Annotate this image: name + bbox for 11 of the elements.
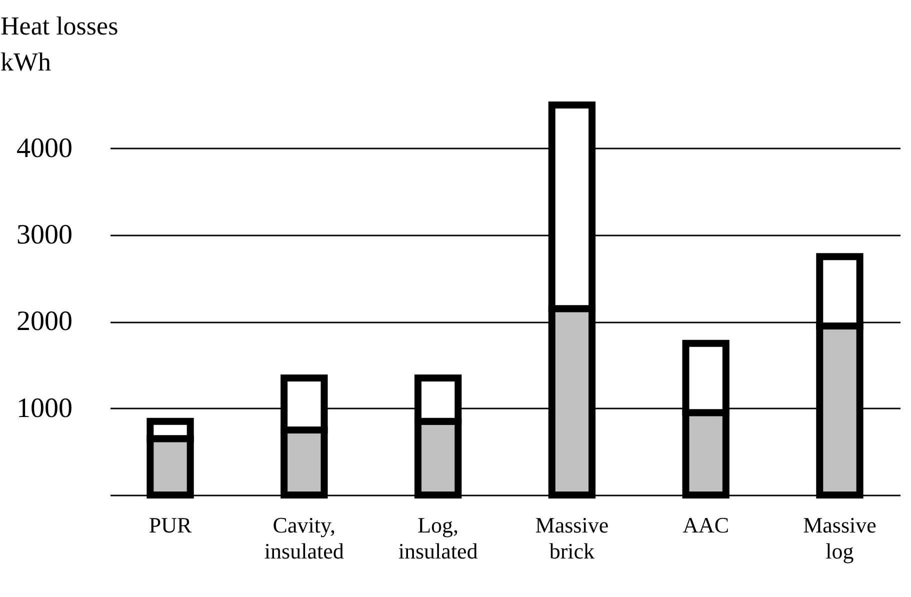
x-tick-label: PUR xyxy=(148,512,192,538)
x-tick-label: Massive log xyxy=(803,512,876,564)
x-tick-label: Massive brick xyxy=(535,512,609,564)
y-tick-label: 4000 xyxy=(16,132,72,164)
x-tick-label: AAC xyxy=(682,512,730,538)
y-tick-label: 3000 xyxy=(16,220,72,250)
y-tick-label: 2000 xyxy=(16,306,72,338)
x-tick-label: Cavity, insulated xyxy=(264,512,344,564)
y-tick-label: 1000 xyxy=(16,392,72,424)
y-axis-title: Heat losses kWh xyxy=(0,12,118,76)
x-tick-label: Log, insulated xyxy=(398,512,478,564)
